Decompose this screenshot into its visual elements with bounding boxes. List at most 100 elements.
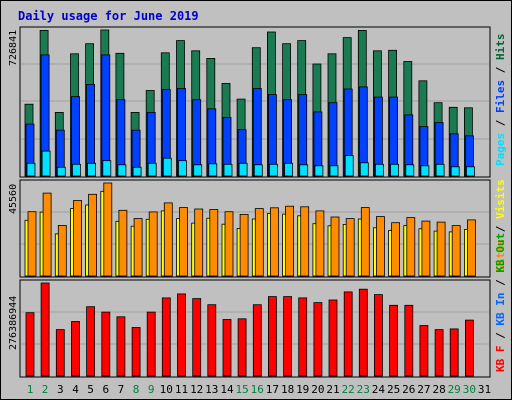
kbf-bar	[86, 306, 95, 377]
x-axis-label: 13	[205, 383, 218, 396]
pages-bar	[405, 164, 415, 177]
files-bar	[86, 84, 95, 177]
x-axis-label: 10	[160, 383, 173, 396]
x-axis-labels: 1 2 3 4 5 6 7 8 9 10 11 12 13 14 15 16 17 18 19 20 21 22 23 24 2…	[27, 383, 491, 396]
kbf-bar	[343, 291, 353, 377]
pages-bar	[56, 166, 66, 177]
sites-bar	[285, 205, 295, 277]
sites-bar	[224, 211, 234, 277]
kbf-bar	[298, 297, 308, 377]
legend-entry: Pages	[494, 133, 507, 166]
pages-bar	[465, 166, 475, 177]
kbf-bar	[404, 304, 414, 377]
sites-bar	[300, 206, 310, 277]
bars	[24, 29, 476, 377]
pages-bar	[26, 162, 36, 177]
x-axis-label: 23	[357, 383, 370, 396]
legend-entry: Sites	[494, 239, 507, 272]
legend-hits-files-pages: Pages / Files / Hits	[494, 34, 507, 167]
files-bar	[267, 94, 277, 177]
pages-bar	[420, 165, 430, 177]
legends: Pages / Files / Hits Sites / Visits KB F /…	[494, 34, 507, 373]
sites-bar	[330, 216, 340, 277]
pages-bar	[72, 163, 81, 177]
legend-entry: Visits	[494, 179, 507, 219]
legend-entry: KB In	[494, 293, 507, 326]
sites-bar	[88, 193, 97, 277]
sites-bar	[391, 222, 401, 277]
pages-bar	[223, 163, 233, 177]
kbf-bar	[161, 297, 171, 377]
kbf-bar	[313, 302, 323, 377]
sites-bar	[375, 216, 385, 277]
x-axis-label: 24	[372, 383, 386, 396]
x-axis-label: 18	[281, 383, 294, 396]
sites-bar	[269, 207, 279, 277]
x-axis-label: 30	[463, 383, 476, 396]
x-axis-label: 8	[133, 383, 140, 396]
kbf-bar	[328, 299, 338, 377]
sites-bar	[466, 219, 476, 277]
x-axis-label: 14	[220, 383, 234, 396]
pages-bar	[284, 162, 294, 177]
sites-bar	[179, 207, 188, 277]
x-axis-label: 22	[342, 383, 355, 396]
legend-separator: /	[494, 326, 507, 346]
sites-bar	[239, 213, 249, 277]
kbf-bar	[222, 319, 232, 377]
kbf-bar	[267, 296, 277, 377]
x-axis-label: 16	[251, 383, 264, 396]
x-axis-label: 21	[326, 383, 339, 396]
kbf-bar	[131, 327, 141, 377]
kbf-bar	[283, 296, 293, 377]
kbf-bar	[252, 304, 262, 377]
sites-bar	[57, 224, 67, 277]
legend-separator: /	[494, 60, 507, 80]
sites-bar	[118, 209, 128, 277]
kbf-bar	[192, 298, 202, 377]
pages-bar	[268, 163, 278, 177]
x-axis-label: 20	[311, 383, 324, 396]
pages-bar	[117, 164, 127, 177]
pages-bar	[390, 163, 400, 177]
kbf-bar	[464, 319, 474, 377]
pages-bar	[314, 165, 324, 177]
ymax-label-hits: 726841	[8, 30, 19, 66]
legend-entry: Files	[494, 80, 507, 113]
x-axis-label: 5	[87, 383, 94, 396]
sites-bar	[254, 208, 264, 277]
sites-bar	[436, 221, 446, 277]
sites-bar	[194, 208, 204, 277]
pages-bar	[208, 163, 218, 177]
x-axis-label: 2	[42, 383, 49, 396]
sites-bar	[406, 217, 416, 277]
x-axis-label: 4	[72, 383, 79, 396]
ymax-label-kbytes: 276386944	[8, 296, 19, 350]
sites-bar	[103, 182, 113, 277]
pages-bar	[162, 157, 172, 177]
kbf-bar	[237, 318, 247, 377]
panel-hits-files-pages	[19, 26, 491, 178]
pages-bar	[132, 166, 142, 177]
kbf-bar	[389, 304, 399, 377]
sites-bar	[209, 209, 219, 277]
ymax-label-visits: 45560	[8, 184, 19, 214]
pages-bar	[193, 164, 203, 177]
legend-separator: /	[494, 219, 507, 239]
pages-bar	[374, 163, 384, 177]
x-axis-label: 17	[266, 383, 279, 396]
pages-bar	[41, 150, 51, 177]
x-axis-label: 11	[175, 383, 188, 396]
legend-entry: KB F	[494, 346, 507, 373]
legend-separator: /	[494, 113, 507, 133]
pages-bar	[329, 165, 339, 177]
kbf-bar	[40, 282, 50, 377]
legend-entry: KB Out	[494, 233, 507, 273]
kbf-bar	[146, 311, 156, 377]
x-axis-label: 27	[417, 383, 430, 396]
pages-bar	[102, 160, 112, 177]
sites-bar	[315, 210, 325, 277]
legend-visits-sites: Sites / Visits	[494, 179, 507, 272]
kbf-bar	[434, 329, 444, 377]
